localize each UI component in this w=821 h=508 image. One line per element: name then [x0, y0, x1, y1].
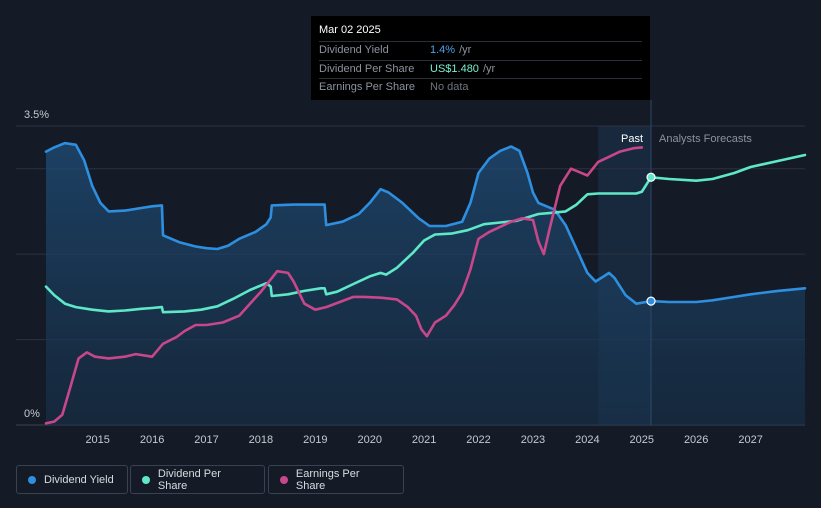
- past-label: Past: [621, 133, 643, 145]
- x-tick-label: 2020: [357, 434, 381, 446]
- tooltip-unit: /yr: [482, 62, 496, 75]
- legend-dividend-per-share[interactable]: Dividend Per Share: [130, 465, 265, 494]
- x-tick-label: 2024: [575, 434, 599, 446]
- tooltip-label: Earnings Per Share: [319, 81, 415, 93]
- dividend-yield-marker: [646, 296, 656, 306]
- x-tick-label: 2016: [140, 434, 164, 446]
- dividend-yield-line: [44, 141, 653, 305]
- tooltip-value: 1.4%: [430, 44, 456, 56]
- dividend-per-share-marker: [646, 172, 656, 182]
- forecast-label: Analysts Forecasts: [659, 133, 752, 145]
- dividend-yield-area: [46, 143, 805, 425]
- legend-earnings-per-share[interactable]: Earnings Per Share: [268, 465, 404, 494]
- x-tick-label: 2021: [412, 434, 436, 446]
- dividend-per-share-dot-icon: [142, 475, 150, 484]
- x-tick-label: 2017: [194, 434, 218, 446]
- x-tick-label: 2022: [466, 434, 490, 446]
- dividend-per-share-line: [44, 176, 653, 314]
- x-tick-label: 2015: [85, 434, 109, 446]
- tooltip-date: Mar 02 2025: [319, 24, 381, 36]
- dividend-yield-dot-icon: [28, 475, 36, 484]
- y-axis-label-top: 3.5%: [24, 109, 49, 121]
- legend-dividend-yield[interactable]: Dividend Yield: [16, 465, 128, 494]
- x-tick-label: 2025: [630, 434, 654, 446]
- x-tick-label: 2026: [684, 434, 708, 446]
- tooltip-row-earnings-per-share: Earnings Per Share No data: [319, 78, 642, 97]
- x-tick-label: 2027: [738, 434, 762, 446]
- x-axis-ticks: 2015 2016 2017 2018 2019 2020 2021 2022 2023 2024…: [85, 434, 762, 446]
- tooltip-label: Dividend Per Share: [319, 62, 415, 75]
- series-layer: [44, 141, 807, 425]
- earnings-per-share-dot-icon: [280, 475, 288, 484]
- tooltip-label: Dividend Yield: [319, 44, 389, 56]
- x-tick-label: 2019: [303, 434, 327, 446]
- dividend-per-share-forecast-line: [649, 153, 807, 182]
- y-axis-label-bottom: 0%: [24, 408, 40, 420]
- legend-label: Earnings Per Share: [295, 467, 360, 492]
- tooltip-row-dividend-yield: Dividend Yield 1.4% /yr: [319, 41, 642, 60]
- tooltip-value: US$1.480: [430, 62, 479, 75]
- tooltip-row-dividend-per-share: Dividend Per Share US$1.480 /yr: [319, 59, 642, 79]
- legend-label: Dividend Per Share: [157, 467, 221, 492]
- tooltip-value: No data: [430, 81, 469, 93]
- earnings-per-share-line: [44, 146, 644, 425]
- legend-label: Dividend Yield: [44, 473, 114, 486]
- dividend-yield-forecast-line: [649, 287, 807, 304]
- series-markers: [646, 172, 656, 306]
- tooltip-unit: /yr: [459, 44, 472, 56]
- x-tick-label: 2018: [249, 434, 273, 446]
- x-tick-label: 2023: [521, 434, 545, 446]
- tooltip: Mar 02 2025 Dividend Yield 1.4% /yr Divi…: [311, 16, 650, 100]
